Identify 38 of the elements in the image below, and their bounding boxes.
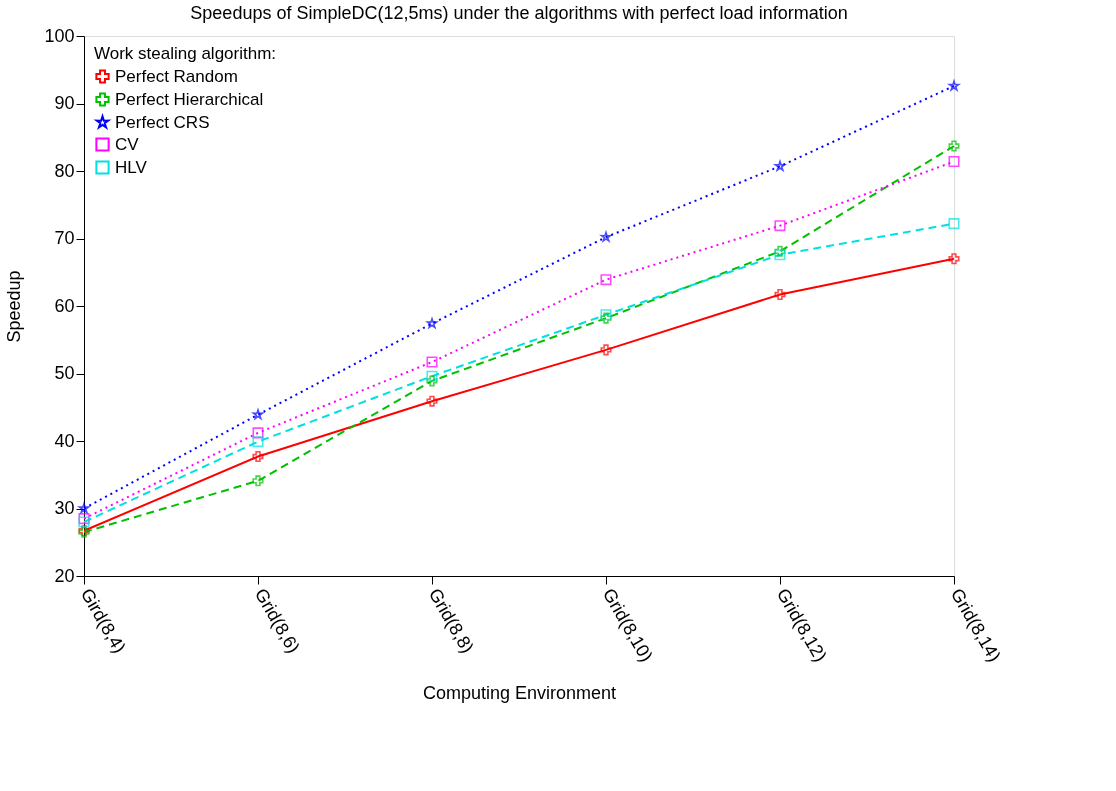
y-axis-title: Speedup (4, 270, 25, 343)
legend-label: Perfect Random (115, 66, 238, 86)
point (78, 502, 90, 514)
point (600, 344, 612, 356)
chart-title: Speedups of SimpleDC(12,5ms) under the algorithms with perfect load information (190, 3, 848, 23)
legend-label: Perfect CRS (115, 112, 210, 132)
legend-label: HLV (115, 157, 148, 177)
point (600, 274, 612, 286)
y-tick-label: 100 (44, 25, 75, 46)
point (252, 475, 264, 487)
point (948, 218, 960, 230)
point (426, 375, 438, 387)
legend-label: CV (115, 134, 140, 154)
point (252, 450, 264, 463)
point (948, 156, 960, 168)
y-tick-label: 40 (54, 430, 75, 451)
point (774, 288, 786, 301)
point (774, 245, 786, 257)
point (426, 356, 438, 368)
y-tick-label: 20 (54, 565, 75, 586)
point (774, 220, 786, 232)
legend-label: Perfect Hierarchical (115, 89, 264, 109)
point (948, 140, 960, 152)
x-axis-title: Computing Environment (422, 683, 617, 704)
point (252, 427, 264, 439)
point (948, 253, 960, 265)
y-tick-label: 80 (54, 160, 75, 181)
y-tick-label: 70 (54, 228, 75, 248)
y-tick-label: 90 (54, 93, 75, 113)
point (600, 231, 612, 242)
point (774, 249, 786, 261)
y-tick-label: 30 (54, 498, 75, 518)
y-tick-label: 50 (54, 363, 75, 383)
point (426, 395, 438, 407)
legend-title: Work stealing algorithm: (94, 44, 277, 63)
point (252, 436, 264, 448)
point (426, 370, 438, 382)
y-tick-label: 60 (54, 295, 75, 316)
